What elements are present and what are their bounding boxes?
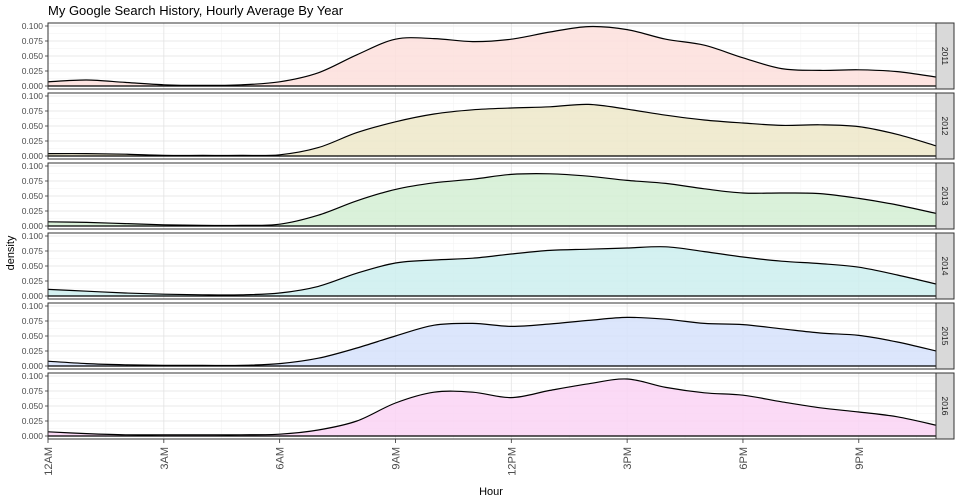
x-tick-label: 9AM <box>390 447 402 470</box>
y-tick-label: 0.000 <box>22 81 44 91</box>
x-tick-label: 9PM <box>854 447 866 470</box>
x-tick-label: 3PM <box>622 447 634 470</box>
y-tick-label: 0.000 <box>22 221 44 231</box>
density-line-2012 <box>47 103 937 157</box>
density-line-2016 <box>47 378 937 436</box>
facet-strip-label: 2014 <box>940 257 950 276</box>
facet-strip-label: 2011 <box>940 47 950 66</box>
density-area-2013 <box>48 173 936 226</box>
facet-strip-2013 <box>935 162 955 230</box>
x-tick-label: 12AM <box>43 447 55 476</box>
y-tick-label: 0.050 <box>22 51 44 61</box>
density-line-2011 <box>47 25 937 87</box>
y-tick-label: 0.000 <box>22 431 44 441</box>
density-area-2016 <box>48 378 936 436</box>
y-tick-label: 0.100 <box>22 91 44 101</box>
y-tick-label: 0.025 <box>22 206 44 216</box>
x-tick-label: 12PM <box>506 447 518 476</box>
y-tick-label: 0.050 <box>22 121 44 131</box>
y-tick-label: 0.025 <box>22 416 44 426</box>
y-tick-label: 0.100 <box>22 371 44 381</box>
facet-panel-2012: 0.000 0.025 0.050 0.075 0.100 2012 <box>22 91 955 161</box>
x-tick-label: 3AM <box>159 447 171 470</box>
y-tick-label: 0.025 <box>22 346 44 356</box>
y-tick-label: 0.075 <box>22 246 44 256</box>
y-tick-label: 0.100 <box>22 301 44 311</box>
facet-panel-2015: 0.000 0.025 0.050 0.075 0.100 2015 <box>22 301 955 371</box>
y-tick-label: 0.000 <box>22 151 44 161</box>
facet-strip-label: 2012 <box>940 117 950 136</box>
y-tick-label: 0.050 <box>22 401 44 411</box>
facet-strip-2014 <box>935 232 955 300</box>
y-tick-label: 0.100 <box>22 231 44 241</box>
density-line-2014 <box>47 246 937 296</box>
y-tick-label: 0.075 <box>22 176 44 186</box>
facet-panel-2011: 0.000 0.025 0.050 0.075 0.100 2011 <box>22 21 955 91</box>
x-axis: 12AM 3AM 6AM 9AM 12PM 3PM 6PM 9PM <box>43 439 866 476</box>
facet-panel-2016: 0.000 0.025 0.050 0.075 0.100 2016 <box>22 371 955 441</box>
density-area-2011 <box>48 26 936 86</box>
y-tick-label: 0.075 <box>22 36 44 46</box>
y-tick-label: 0.050 <box>22 261 44 271</box>
density-area-2015 <box>48 317 936 366</box>
y-tick-label: 0.000 <box>22 291 44 301</box>
x-tick-label: 6PM <box>738 447 750 470</box>
facet-strip-2015 <box>935 302 955 370</box>
y-tick-label: 0.025 <box>22 136 44 146</box>
y-tick-label: 0.050 <box>22 331 44 341</box>
y-tick-label: 0.075 <box>22 386 44 396</box>
density-area-2014 <box>48 246 936 296</box>
x-tick-label: 6AM <box>275 447 287 470</box>
density-line-2015 <box>47 316 937 367</box>
density-area-2012 <box>48 104 936 156</box>
facet-strip-label: 2013 <box>940 187 950 206</box>
facet-strip-label: 2015 <box>940 327 950 346</box>
y-tick-label: 0.025 <box>22 276 44 286</box>
facet-strip-2011 <box>935 22 955 90</box>
y-tick-label: 0.025 <box>22 66 44 76</box>
facet-strip-2012 <box>935 92 955 160</box>
facet-panels: 0.0000.0250.0500.0750.10020110.0000.0250… <box>22 21 955 441</box>
y-tick-label: 0.075 <box>22 316 44 326</box>
y-tick-label: 0.000 <box>22 361 44 371</box>
facet-panel-2013: 0.000 0.025 0.050 0.075 0.100 2013 <box>22 161 955 231</box>
y-tick-label: 0.100 <box>22 161 44 171</box>
y-tick-label: 0.050 <box>22 191 44 201</box>
facet-panel-2014: 0.000 0.025 0.050 0.075 0.100 2014 <box>22 231 955 301</box>
chart-title: My Google Search History, Hourly Average… <box>48 3 344 18</box>
facet-strip-label: 2016 <box>940 397 950 416</box>
x-axis-title: Hour <box>479 486 503 498</box>
facet-strip-2016 <box>935 372 955 440</box>
y-tick-label: 0.100 <box>22 21 44 31</box>
density-line-2013 <box>47 173 937 227</box>
y-axis-title: density <box>5 235 17 270</box>
y-tick-label: 0.075 <box>22 106 44 116</box>
